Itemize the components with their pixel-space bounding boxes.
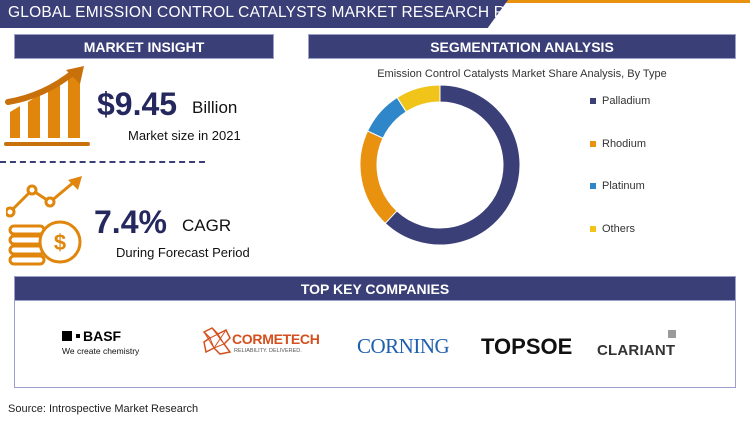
legend-swatch-palladium <box>590 98 596 104</box>
legend-swatch-platinum <box>590 183 596 189</box>
growth-bar-chart-icon <box>4 66 90 146</box>
companies-panel <box>14 300 736 388</box>
cagr-label: During Forecast Period <box>116 245 250 260</box>
legend-label-palladium: Palladium <box>602 95 651 107</box>
cagr-value: 7.4% <box>94 204 167 240</box>
market-size-label: Market size in 2021 <box>128 128 241 143</box>
basf-dot-icon <box>76 334 80 338</box>
basf-name: BASF <box>83 328 122 344</box>
share-donut-chart <box>359 84 521 246</box>
chart-title: Emission Control Catalysts Market Share … <box>377 68 667 80</box>
cagr-coins-icon: $ <box>6 176 82 266</box>
clariant-square-icon <box>668 330 676 338</box>
market-size-unit: Billion <box>192 98 238 117</box>
cormetech-name: CORMETECH <box>232 331 320 347</box>
legend-swatch-rhodium <box>590 141 596 147</box>
donut-slice-others <box>396 84 441 113</box>
section-divider <box>0 161 205 163</box>
legend-item-rhodium: Rhodium <box>590 138 646 150</box>
source-note: Source: Introspective Market Research <box>8 403 199 415</box>
basf-logo: BASF We create chemistry <box>62 328 139 356</box>
basf-tagline: We create chemistry <box>62 346 140 356</box>
cagr-unit: CAGR <box>182 216 232 235</box>
legend-label-rhodium: Rhodium <box>602 138 647 150</box>
market-insight-heading: MARKET INSIGHT <box>14 34 274 59</box>
clariant-name: CLARIANT <box>597 342 676 359</box>
segmentation-heading: SEGMENTATION ANALYSIS <box>308 34 736 59</box>
legend-item-palladium: Palladium <box>590 95 650 107</box>
legend-label-others: Others <box>602 223 636 235</box>
legend-item-platinum: Platinum <box>590 180 645 192</box>
cormetech-mesh-icon <box>202 327 232 355</box>
svg-text:$: $ <box>54 230 66 255</box>
cormetech-tagline: RELIABILITY. DELIVERED. <box>234 348 302 354</box>
legend-label-platinum: Platinum <box>602 180 645 192</box>
basf-square-icon <box>62 331 72 341</box>
page-title: GLOBAL EMISSION CONTROL CATALYSTS MARKET… <box>8 4 560 21</box>
companies-heading: TOP KEY COMPANIES <box>14 276 736 301</box>
header-banner <box>0 0 508 28</box>
legend-swatch-others <box>590 226 596 232</box>
legend-item-others: Others <box>590 223 635 235</box>
corning-logo: CORNING <box>357 334 450 358</box>
market-size-value: $9.45 <box>97 86 178 122</box>
donut-slice-rhodium <box>359 130 398 225</box>
topsoe-logo: TOPSOE <box>481 334 573 359</box>
